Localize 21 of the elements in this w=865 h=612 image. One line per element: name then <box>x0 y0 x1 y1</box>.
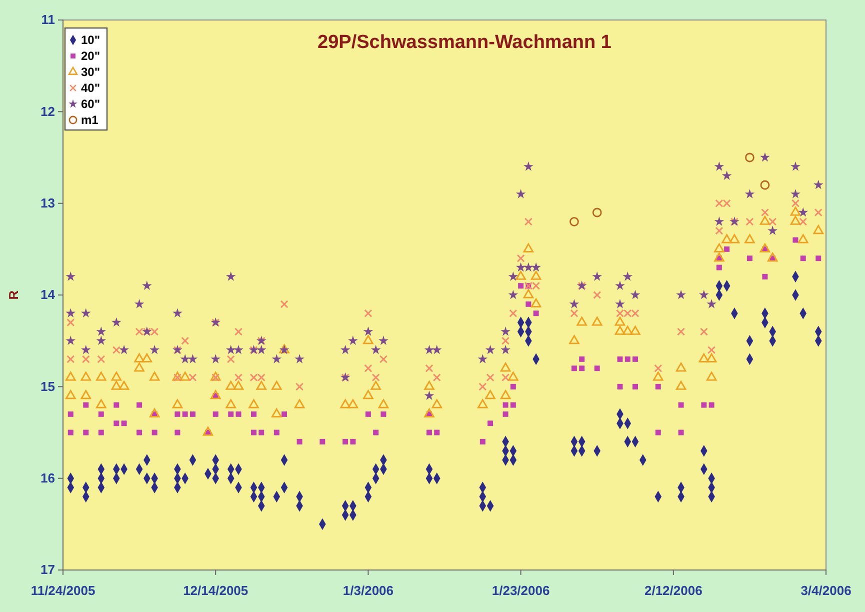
legend-label: 10" <box>81 33 100 48</box>
y-tick-label: 13 <box>40 195 55 210</box>
x-tick-label: 1/23/2006 <box>492 582 550 598</box>
x-tick-label: 12/14/2005 <box>183 582 248 598</box>
legend-label: 60" <box>81 97 100 112</box>
x-tick-label: 1/3/2006 <box>342 582 394 598</box>
x-tick-label: 3/4/2006 <box>800 582 852 598</box>
legend-label: 40" <box>81 81 100 96</box>
legend-label: 20" <box>81 49 100 64</box>
y-tick-label: 15 <box>40 378 55 394</box>
x-tick-label: 11/24/2005 <box>30 582 96 598</box>
y-tick-label: 14 <box>40 287 56 302</box>
legend-label: 30" <box>81 65 100 80</box>
x-tick-label: 2/12/2006 <box>644 582 702 598</box>
y-tick-label: 11 <box>41 12 55 28</box>
y-tick-label: 16 <box>40 470 55 486</box>
text: 29P/Schwassmann-Wachmann 1 <box>318 32 612 53</box>
y-tick-label: 17 <box>40 562 55 578</box>
y-tick-label: 12 <box>40 104 55 119</box>
legend-label: m1 <box>81 113 99 128</box>
y-axis-title: R <box>6 290 21 300</box>
